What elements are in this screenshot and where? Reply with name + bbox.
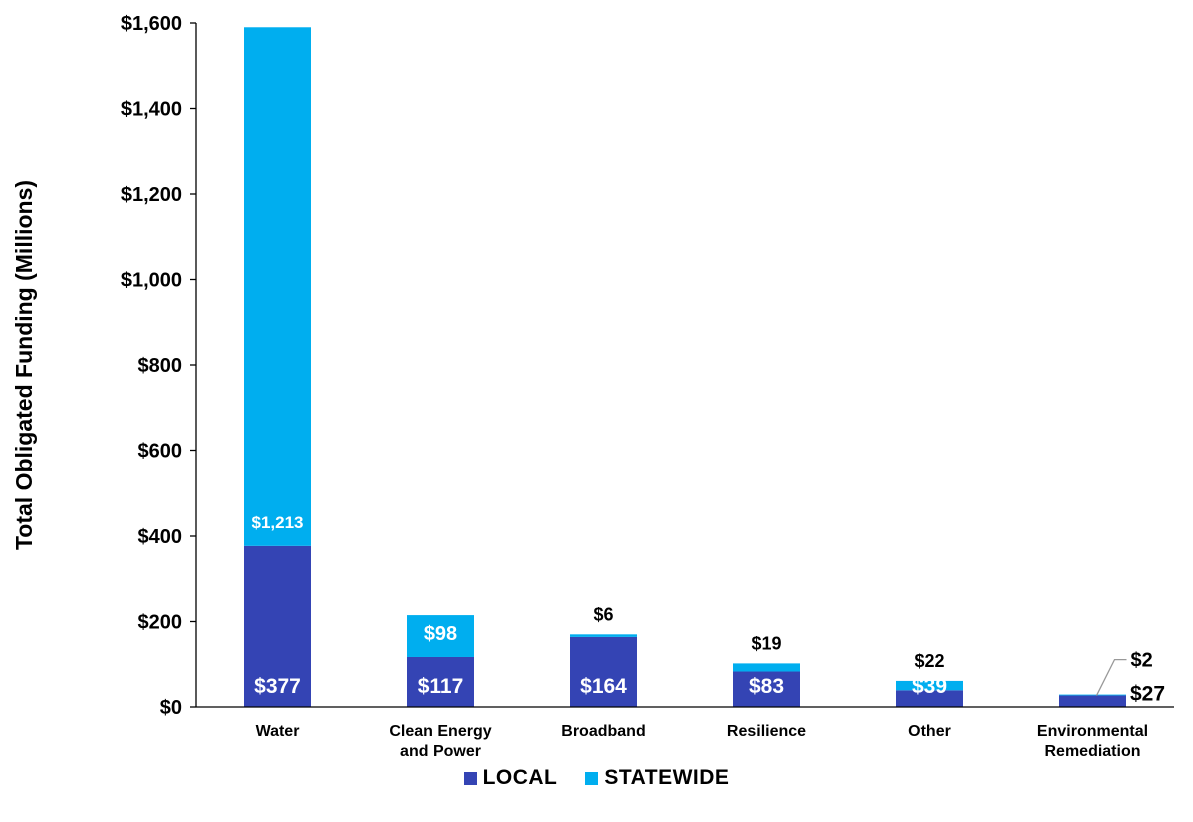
data-label-statewide: $1,213: [252, 513, 304, 532]
bar-local: [244, 545, 311, 707]
x-tick-label: Resilience: [727, 723, 806, 740]
y-tick-label: $400: [138, 526, 183, 548]
bar-local: [1059, 695, 1126, 707]
bar-statewide: [733, 663, 800, 672]
data-label-local: $27: [1130, 682, 1165, 705]
x-tick-label: Other: [908, 723, 951, 740]
bar-local: [896, 690, 963, 707]
y-tick-label: $200: [138, 612, 183, 634]
x-tick-label: Remediation: [1044, 743, 1140, 760]
data-label-statewide: $6: [593, 604, 613, 624]
bar-local: [407, 656, 474, 707]
legend-swatch-local: [463, 771, 477, 785]
bar-statewide: [1059, 694, 1126, 696]
y-tick-label: $1,600: [121, 13, 182, 35]
legend-label-statewide: STATEWIDE: [604, 766, 730, 789]
y-tick-label: $600: [138, 441, 183, 463]
y-tick-label: $0: [160, 697, 182, 719]
legend: LOCAL STATEWIDE: [0, 766, 1193, 790]
y-tick-label: $1,000: [121, 270, 182, 292]
bar-local: [570, 636, 637, 707]
x-tick-label: Water: [256, 723, 300, 740]
legend-item-statewide: STATEWIDE: [585, 766, 729, 790]
legend-swatch-statewide: [585, 771, 599, 785]
data-label-local: $83: [749, 675, 784, 698]
y-tick-label: $1,400: [121, 99, 182, 121]
x-tick-label: Clean Energy: [389, 723, 491, 740]
legend-item-local: LOCAL: [463, 766, 558, 790]
legend-label-local: LOCAL: [482, 766, 558, 789]
x-tick-label: and Power: [400, 743, 481, 760]
data-label-local: $117: [418, 675, 464, 698]
y-tick-label: $1,200: [121, 184, 182, 206]
y-axis-title: Total Obligated Funding (Millions): [11, 180, 37, 550]
bar-statewide: [244, 27, 311, 546]
leader-line: [1095, 658, 1127, 696]
x-tick-label: Broadband: [561, 723, 645, 740]
data-label-statewide: $98: [424, 623, 457, 645]
data-label-statewide: $19: [751, 633, 781, 653]
data-label-statewide: $2: [1131, 650, 1153, 672]
data-label-local: $377: [254, 675, 301, 698]
bar-statewide: [407, 615, 474, 657]
data-label-local: $164: [580, 675, 627, 698]
data-label-statewide: $22: [914, 651, 944, 671]
chart-svg: $0 $200 $400 $600 $800 $1,000 $1,200 $1,400 $1,6…: [11, 13, 1174, 760]
y-tick-label: $800: [138, 355, 183, 377]
bar-statewide: [896, 680, 963, 691]
bar-statewide: [570, 634, 637, 637]
x-tick-label: Environmental: [1037, 723, 1148, 740]
data-label-local: $39: [912, 675, 947, 698]
bar-local: [733, 671, 800, 707]
